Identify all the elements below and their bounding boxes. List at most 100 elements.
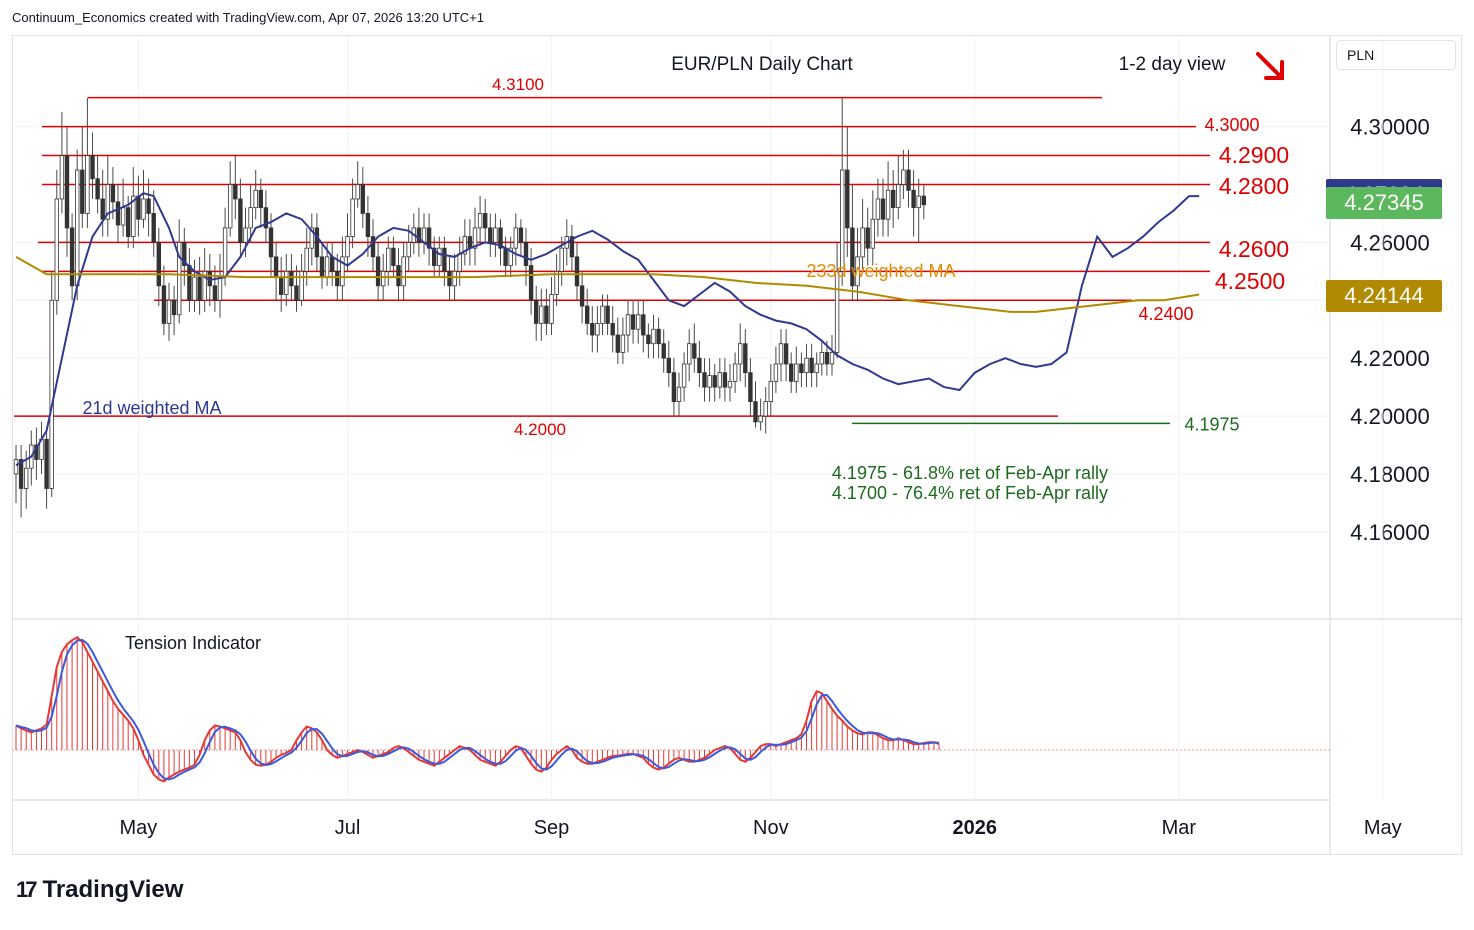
level-label-4.2400: 4.2400 [1138,304,1193,324]
chart-header: Continuum_Economics created with Trading… [12,10,484,25]
candle-body [49,299,54,489]
candle-body [329,256,335,272]
candle-body [508,247,513,266]
candle-body [370,236,376,258]
level-label-4.2800: 4.2800 [1219,173,1289,199]
candle-body [809,357,814,374]
candle-body [350,198,355,237]
candle-body [227,184,233,229]
candle-body [646,334,651,345]
candle-body [166,299,172,324]
candle-body [625,314,631,336]
candle-body [641,314,646,336]
candle-body [758,415,763,423]
chart-frame [12,35,1462,855]
candle-body [498,227,503,249]
candle-body [493,227,498,243]
candle-body [222,227,228,278]
ma233-label: 233d weighted MA [806,261,955,281]
candle-body [263,207,269,229]
candle-body [738,343,743,365]
candle-body [544,305,549,324]
candle-body [248,207,253,229]
candle-body [319,256,325,278]
candle-body [217,276,223,301]
chart-subtitle: 1-2 day view [1119,54,1226,75]
candle-body [289,270,294,287]
level-label-4.2600: 4.2600 [1219,236,1289,262]
candle-body [115,201,121,226]
candle-body [651,328,656,345]
candle-body [299,270,304,301]
candle-body [636,314,641,330]
candle-body [783,343,789,365]
candle-body [845,169,850,229]
fib-annotation: 4.1975 - 61.8% ret of Feb-Apr rally [832,463,1108,483]
candle-body [345,236,350,258]
x-tick-label: Nov [753,817,789,839]
candle-body [472,227,478,249]
candle-body [391,247,396,266]
candle-body [523,241,529,266]
candle-body [661,343,666,359]
candle-body [855,256,860,287]
candle-body [911,189,916,209]
x-tick-label: Jul [335,817,361,839]
candle-body [100,198,105,220]
candle-body [365,213,371,237]
candle-body [452,270,457,287]
candle-body [579,285,585,307]
candle-body [865,227,870,249]
candle-body [773,363,779,382]
y-tick-label: 4.30000 [1350,115,1430,140]
candle-body [75,169,80,287]
candle-body [447,270,452,287]
candle-body [778,343,784,365]
ma21-line [15,192,1200,467]
down-right-arrow-icon [1256,52,1284,80]
tradingview-logo[interactable]: 17 TradingView [16,876,183,904]
candle-body [278,276,284,295]
candle-body [253,189,258,209]
candle-body [273,256,279,278]
candle-body [753,401,758,423]
candle-body [488,227,493,243]
candle-body [85,155,90,214]
candle-body [416,227,422,243]
arrow-path [1256,52,1284,80]
candle-body [829,351,835,365]
level-label-4.2900: 4.2900 [1219,142,1289,168]
candle-body [717,372,722,388]
candle-body [192,276,197,301]
currency-selector[interactable]: PLN [1336,40,1456,70]
candle-body [243,227,248,243]
candle-body [549,294,554,324]
y-tick-label: 4.26000 [1350,230,1430,255]
candle-body [528,265,534,301]
tension-title: Tension Indicator [125,633,261,653]
candle-body [916,195,921,209]
candle-body [814,363,819,374]
candle-body [534,299,539,324]
candle-body [743,343,748,374]
candle-body [462,236,467,255]
candle-body [457,253,462,272]
candle-body [681,363,687,388]
candle-body [656,328,661,345]
candle-body [156,241,161,287]
candle-body [284,270,289,295]
chart-title: EUR/PLN Daily Chart [671,54,853,75]
candle-body [676,386,682,403]
candle-body [885,189,891,220]
candle-body [574,256,580,287]
candle-body [901,169,906,185]
candle-body [671,372,677,403]
candle-body [314,227,320,258]
candle-body [90,155,95,180]
ma21-label: 21d weighted MA [82,398,221,418]
candle-body [437,247,442,266]
x-tick-label: Sep [534,817,570,839]
candle-body [732,363,738,382]
candle-body [906,169,911,191]
